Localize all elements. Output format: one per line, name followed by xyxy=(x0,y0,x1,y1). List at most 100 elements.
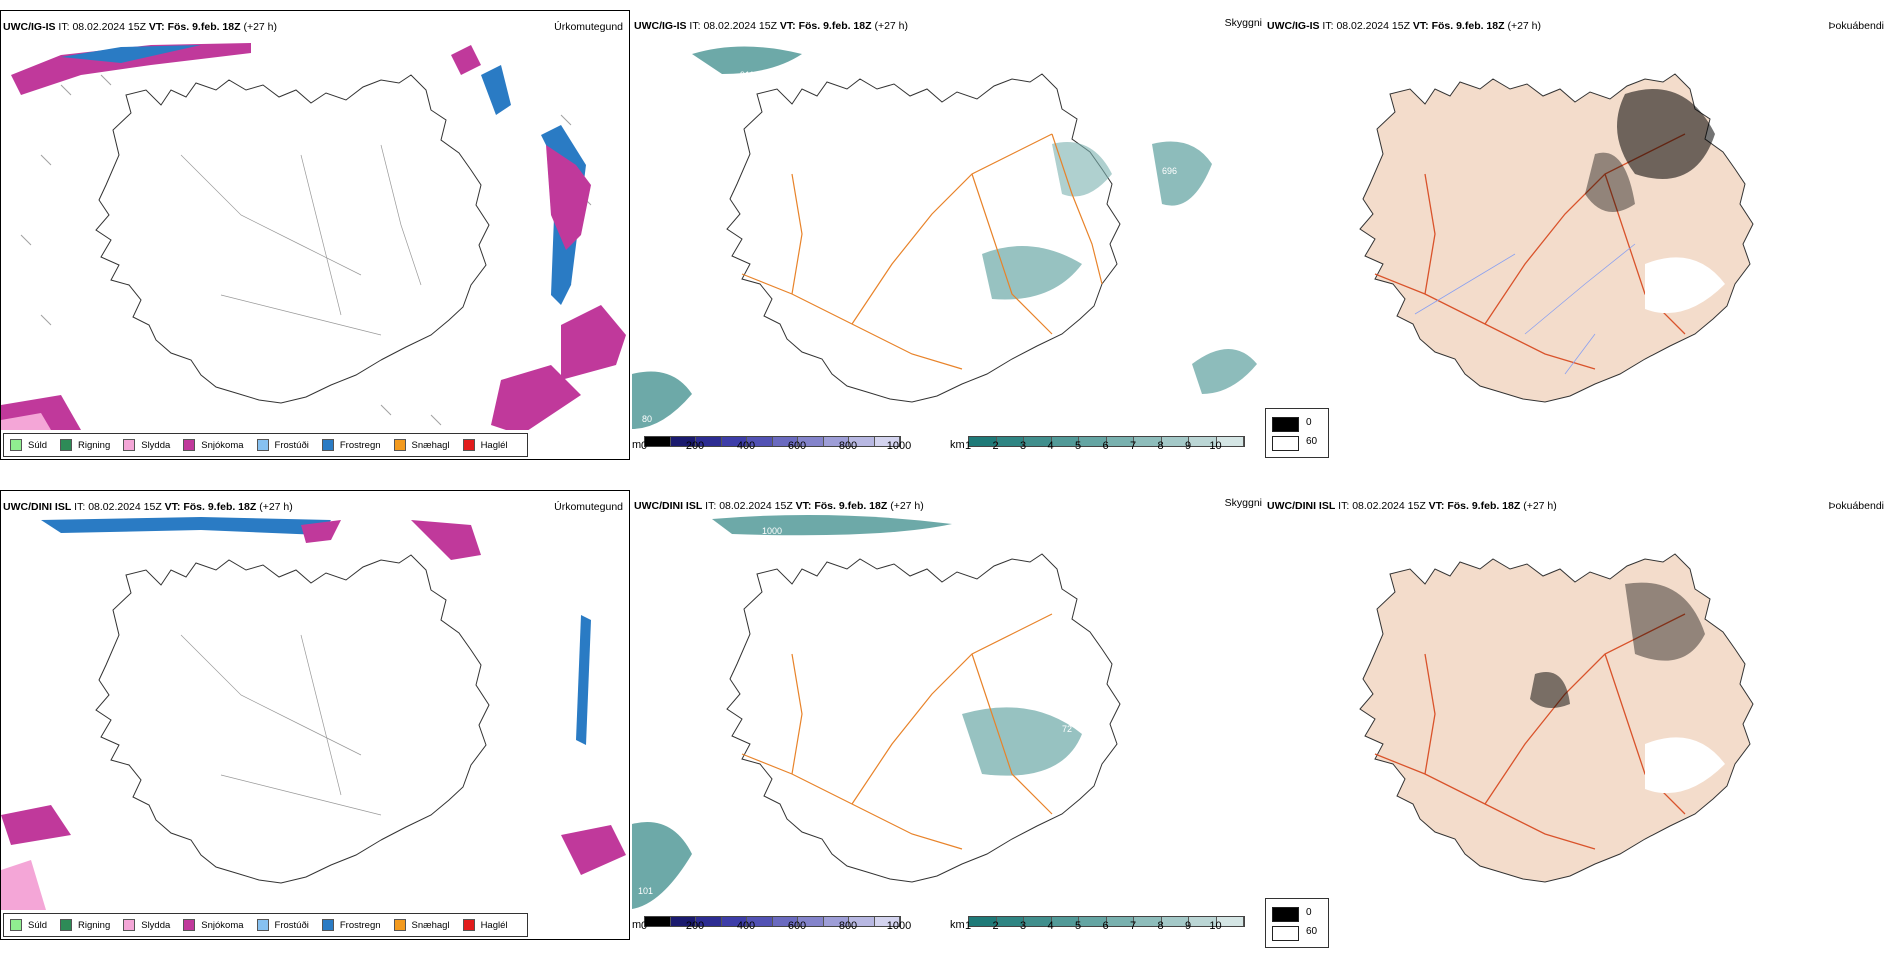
colorbar-tick: 600 xyxy=(787,920,807,932)
variable-name: Skyggni xyxy=(1224,17,1262,29)
fog-index-map xyxy=(1359,553,1754,883)
colorbar-tick: 800 xyxy=(838,440,858,452)
legend-label: Snjókoma xyxy=(201,439,244,451)
colorbar-tick: 3 xyxy=(1019,920,1027,932)
legend-item: Rigning xyxy=(60,919,110,931)
precip-type-legend: Súld Rigning Slydda Snjókoma Frostúði Frostre… xyxy=(3,913,528,937)
top-row: UWC/IG-IS IT: 08.02.2024 15Z VT: Fös. 9.… xyxy=(0,10,1900,475)
colorbar-tick: 8 xyxy=(1157,920,1164,932)
fog-legend-bottom: 0 60 xyxy=(1265,898,1329,948)
fog-index-map xyxy=(1359,73,1754,403)
svg-text:65: 65 xyxy=(1057,338,1067,348)
colorbar-tick: 0 xyxy=(640,440,648,452)
precip-type-map xyxy=(1,43,626,430)
legend-item: Haglél xyxy=(462,439,508,451)
colorbar-cell xyxy=(721,437,747,446)
svg-text:72: 72 xyxy=(1062,724,1072,734)
colorbar-cell xyxy=(747,917,773,926)
height-colorbar: m 0 200 400 600 800 1000 xyxy=(632,436,912,454)
legend-swatch xyxy=(60,439,73,451)
variable-name: Úrkomutegund xyxy=(554,501,623,513)
legend-label: Haglél xyxy=(480,439,508,451)
colorbar-tick: 9 xyxy=(1184,920,1192,932)
visibility-colorbar: km 1 2 3 4 5 6 7 8 9 10 xyxy=(950,916,1250,934)
colorbar-tick: 2 xyxy=(992,920,999,932)
svg-text:130: 130 xyxy=(1047,218,1062,228)
colorbar-cell xyxy=(1216,917,1244,926)
colorbar-cell xyxy=(772,917,798,926)
legend-swatch xyxy=(256,919,269,931)
colorbar-cell xyxy=(823,917,849,926)
legend-swatch xyxy=(60,919,73,931)
colorbar-cell xyxy=(645,917,671,926)
colorbar-cell xyxy=(1134,917,1162,926)
legend-swatch xyxy=(393,439,406,451)
colorbar-cell xyxy=(1106,917,1134,926)
colorbar-cell xyxy=(1051,917,1079,926)
variable-name: Þokuábendi xyxy=(1828,20,1884,32)
colorbar-tick: 0 xyxy=(640,920,648,932)
colorbar-cell xyxy=(1216,437,1244,446)
colorbar-cell xyxy=(969,437,997,446)
colorbar-cell xyxy=(1051,437,1079,446)
legend-label: Frostregn xyxy=(339,439,381,451)
legend-swatch xyxy=(183,919,196,931)
legend-item: Slydda xyxy=(123,439,170,451)
colorbar-cell xyxy=(996,437,1024,446)
colorbar-cell xyxy=(1079,917,1107,926)
variable-name: Skyggni xyxy=(1224,497,1262,509)
colorbar-cell xyxy=(1079,437,1107,446)
legend-item: Frostúði xyxy=(256,439,309,451)
legend-label: Frostregn xyxy=(339,919,381,931)
colorbar-cell xyxy=(969,917,997,926)
legend-item: Snæhagl xyxy=(393,439,450,451)
colorbar-cell xyxy=(721,917,747,926)
colorbar-cell xyxy=(1189,437,1217,446)
legend-label: Frostúði xyxy=(274,919,309,931)
svg-text:80: 80 xyxy=(642,414,652,424)
legend-label: Frostúði xyxy=(274,439,309,451)
legend-item: Snjókoma xyxy=(183,919,244,931)
fog-index-panel-top: UWC/IG-IS IT: 08.02.2024 15Z VT: Fös. 9.… xyxy=(1265,10,1900,460)
legend-swatch xyxy=(183,439,196,451)
colorbar-cell xyxy=(849,437,875,446)
colorbar-cell xyxy=(1189,917,1217,926)
fog-legend-top: 0 60 xyxy=(1265,408,1329,458)
visibility-map: 911 696 530 130 65 80 xyxy=(632,46,1257,429)
colorbar-tick: 600 xyxy=(787,440,807,452)
legend-label: Snjókoma xyxy=(201,919,244,931)
colorbar-cell xyxy=(1134,437,1162,446)
fog-index-panel-bottom: UWC/DINI ISL IT: 08.02.2024 15Z VT: Fös.… xyxy=(1265,490,1900,940)
legend-item: Súld xyxy=(10,439,47,451)
svg-text:911: 911 xyxy=(740,70,754,80)
colorbar-cell xyxy=(747,437,773,446)
colorbar-tick: 200 xyxy=(685,440,705,452)
legend-swatch xyxy=(10,919,22,931)
visibility-colorbar: km 1 2 3 4 5 6 7 8 9 10 xyxy=(950,436,1250,454)
colorbar-cell xyxy=(849,917,875,926)
colorbar-tick: 1 xyxy=(964,440,972,452)
colorbar-tick: 5 xyxy=(1074,920,1082,932)
colorbar-tick: 800 xyxy=(838,920,858,932)
visibility-panel-bottom: UWC/DINI ISL IT: 08.02.2024 15Z VT: Fös.… xyxy=(632,490,1262,940)
colorbar-cell xyxy=(996,917,1024,926)
legend-swatch xyxy=(123,919,136,931)
colorbar-cell xyxy=(1161,917,1189,926)
precip-type-panel-top: UWC/IG-IS IT: 08.02.2024 15Z VT: Fös. 9.… xyxy=(0,10,630,460)
bottom-row: UWC/DINI ISL IT: 08.02.2024 15Z VT: Fös.… xyxy=(0,490,1900,955)
colorbar-cell xyxy=(1106,437,1134,446)
panel-title: UWC/DINI ISL IT: 08.02.2024 15Z VT: Fös.… xyxy=(3,501,293,513)
legend-swatch xyxy=(256,439,269,451)
colorbar-tick: 8 xyxy=(1157,440,1164,452)
legend-label: Rigning xyxy=(78,919,111,931)
precip-type-panel-bottom: UWC/DINI ISL IT: 08.02.2024 15Z VT: Fös.… xyxy=(0,490,630,940)
colorbar-tick: 4 xyxy=(1047,920,1054,932)
colorbar-tick: 2 xyxy=(992,440,999,452)
colorbar-tick: 7 xyxy=(1129,920,1137,932)
colorbar-cell xyxy=(1161,437,1189,446)
legend-item: Slydda xyxy=(123,919,170,931)
colorbar-cell xyxy=(874,437,900,446)
precip-type-legend: Súld Rigning Slydda Snjókoma Frostúði Frostre… xyxy=(3,433,528,457)
legend-swatch xyxy=(123,439,136,451)
colorbar-tick: 4 xyxy=(1047,440,1054,452)
